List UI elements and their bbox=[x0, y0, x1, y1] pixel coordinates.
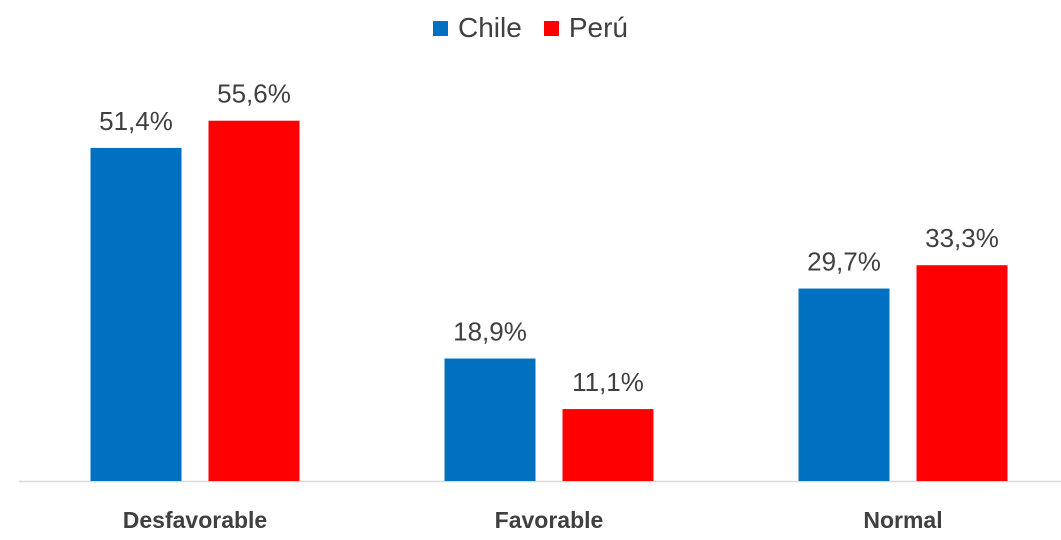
legend-item-chile: Chile bbox=[433, 12, 522, 44]
data-label: 33,3% bbox=[925, 223, 999, 253]
bar-per-favorable bbox=[562, 409, 654, 481]
bar-chile-desfavorable bbox=[90, 147, 182, 482]
x-tick-label: Favorable bbox=[495, 507, 604, 533]
data-label: 55,6% bbox=[217, 79, 291, 109]
x-tick-label: Desfavorable bbox=[123, 507, 267, 533]
legend-item-peru: Perú bbox=[543, 12, 628, 44]
legend-swatch-chile bbox=[433, 20, 449, 36]
bar-per-normal bbox=[916, 265, 1008, 481]
legend-swatch-peru bbox=[543, 20, 559, 36]
chart-legend: Chile Perú bbox=[0, 12, 1061, 44]
legend-label-peru: Perú bbox=[568, 12, 628, 43]
data-label: 11,1% bbox=[572, 367, 644, 397]
bar-chile-normal bbox=[798, 288, 890, 481]
bar-per-desfavorable bbox=[208, 120, 300, 481]
bar-chile-favorable bbox=[444, 358, 536, 481]
x-tick-label: Normal bbox=[863, 507, 942, 533]
data-label: 18,9% bbox=[453, 317, 527, 347]
legend-label-chile: Chile bbox=[458, 12, 522, 43]
data-label: 51,4% bbox=[99, 106, 173, 136]
data-label: 29,7% bbox=[807, 247, 881, 277]
